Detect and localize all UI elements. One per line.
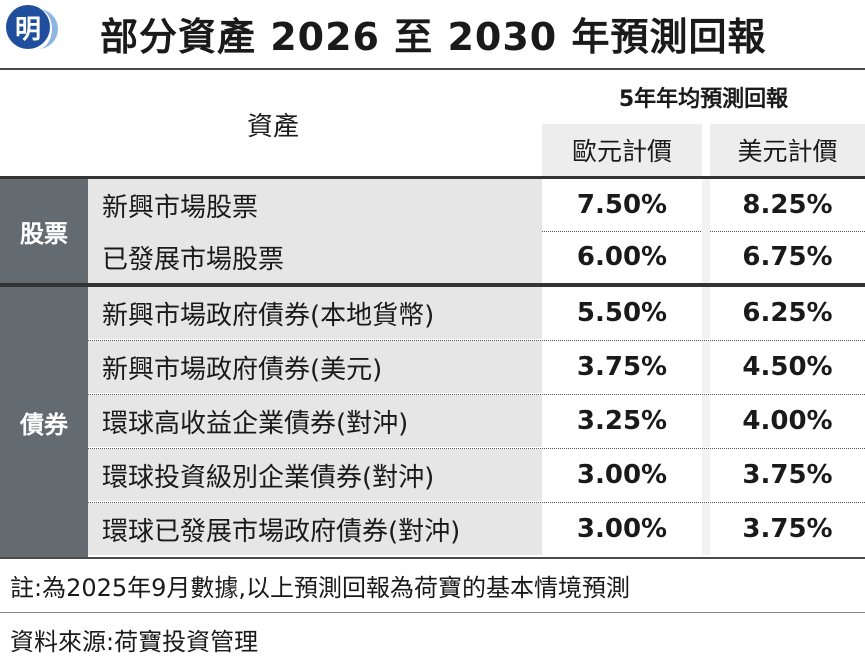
category-bonds: 債券 bbox=[0, 287, 88, 557]
asset-name: 環球高收益企業債券(對沖) bbox=[88, 395, 542, 447]
eur-return: 3.00% bbox=[576, 514, 668, 544]
logo: 明 bbox=[6, 5, 58, 57]
table-row: 已發展市場股票 6.00% 6.75% bbox=[88, 231, 865, 283]
row-divider bbox=[88, 340, 865, 341]
category-stocks: 股票 bbox=[0, 179, 88, 283]
table-row: 新興市場股票 7.50% 8.25% bbox=[88, 179, 865, 231]
usd-return: 4.00% bbox=[742, 406, 833, 436]
usd-return: 3.75% bbox=[742, 514, 833, 544]
category-divider bbox=[0, 283, 865, 287]
eur-column-header: 歐元計價 bbox=[542, 124, 702, 176]
bottom-divider bbox=[0, 557, 865, 559]
eur-return: 3.00% bbox=[576, 460, 668, 490]
table-row: 環球高收益企業債券(對沖) 3.25% 4.00% bbox=[88, 395, 865, 447]
row-divider bbox=[88, 448, 865, 449]
top-divider bbox=[0, 68, 865, 70]
table-row: 新興市場政府債券(美元) 3.75% 4.50% bbox=[88, 341, 865, 393]
eur-return: 7.50% bbox=[576, 190, 668, 220]
note-divider bbox=[0, 612, 865, 613]
table-row: 環球已發展市場政府債券(對沖) 3.00% 3.75% bbox=[88, 503, 865, 555]
eur-return: 5.50% bbox=[576, 298, 668, 328]
asset-name: 環球已發展市場政府債券(對沖) bbox=[88, 503, 542, 555]
table-row: 新興市場政府債券(本地貨幣) 5.50% 6.25% bbox=[88, 287, 865, 339]
asset-column-header: 資產 bbox=[246, 111, 299, 142]
eur-return: 3.25% bbox=[576, 406, 668, 436]
usd-column-header: 美元計價 bbox=[710, 124, 865, 176]
source-note: 資料來源:荷寶投資管理 bbox=[10, 628, 259, 656]
usd-return: 8.25% bbox=[742, 190, 833, 220]
usd-return: 6.25% bbox=[742, 298, 833, 328]
return-group-header: 5年年均預測回報 bbox=[618, 87, 789, 112]
table-row: 環球投資級別企業債券(對沖) 3.00% 3.75% bbox=[88, 449, 865, 501]
usd-return: 4.50% bbox=[742, 352, 833, 382]
logo-swoosh bbox=[36, 9, 58, 49]
page-title: 部分資產 2026 至 2030 年預測回報 bbox=[100, 15, 767, 59]
asset-name: 新興市場股票 bbox=[88, 179, 542, 231]
asset-name: 新興市場政府債券(本地貨幣) bbox=[88, 287, 542, 339]
usd-return: 6.75% bbox=[742, 242, 833, 272]
eur-return: 3.75% bbox=[576, 352, 668, 382]
header-divider bbox=[0, 176, 865, 179]
asset-name: 新興市場政府債券(美元) bbox=[88, 341, 542, 393]
eur-return: 6.00% bbox=[576, 242, 668, 272]
usd-return: 3.75% bbox=[742, 460, 833, 490]
asset-name: 環球投資級別企業債券(對沖) bbox=[88, 449, 542, 501]
footnote: 註:為2025年9月數據,以上預測回報為荷寶的基本情境預測 bbox=[10, 574, 631, 602]
row-divider bbox=[88, 394, 865, 395]
row-divider bbox=[88, 502, 865, 503]
asset-name: 已發展市場股票 bbox=[88, 231, 542, 283]
header: 明 部分資產 2026 至 2030 年預測回報 bbox=[0, 0, 865, 62]
